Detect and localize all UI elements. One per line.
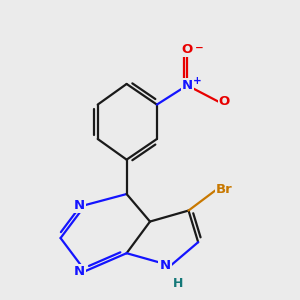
Text: N: N (160, 259, 171, 272)
Text: O: O (182, 43, 193, 56)
Text: N: N (182, 79, 193, 92)
Text: N: N (74, 199, 85, 212)
Text: O: O (219, 95, 230, 108)
Text: Br: Br (216, 183, 233, 196)
Text: N: N (74, 265, 85, 278)
Text: +: + (193, 76, 201, 86)
Text: H: H (173, 277, 183, 290)
Text: −: − (195, 43, 203, 52)
